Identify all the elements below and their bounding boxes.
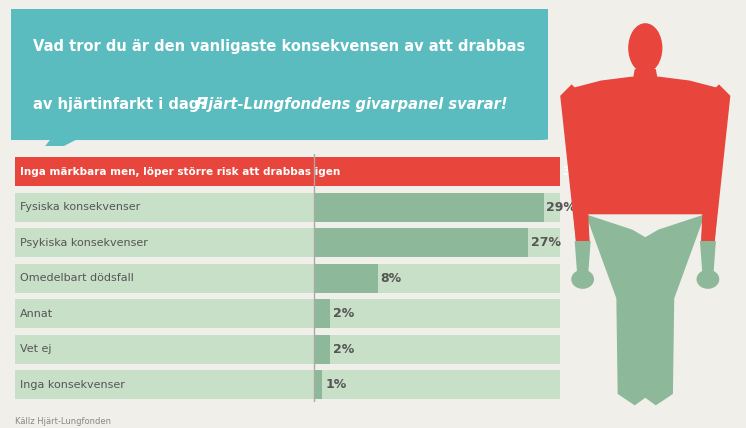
Bar — [15, 299, 560, 328]
Text: av hjärtinfarkt i dag?: av hjärtinfarkt i dag? — [33, 97, 213, 112]
Bar — [15, 157, 560, 186]
Text: Omedelbart dödsfall: Omedelbart dödsfall — [20, 273, 134, 283]
Bar — [315, 335, 330, 364]
FancyBboxPatch shape — [0, 9, 559, 140]
Polygon shape — [560, 84, 589, 241]
Bar — [15, 193, 560, 222]
Text: 2%: 2% — [333, 343, 354, 356]
Text: Inga märkbara men, löper större risk att drabbas igen: Inga märkbara men, löper större risk att… — [20, 167, 341, 177]
Bar — [15, 370, 560, 399]
Text: 27%: 27% — [530, 236, 560, 249]
Polygon shape — [33, 134, 87, 162]
Polygon shape — [700, 241, 716, 272]
Polygon shape — [701, 84, 730, 241]
Text: Vad tror du är den vanligaste konsekvensen av att drabbas: Vad tror du är den vanligaste konsekvens… — [33, 39, 525, 54]
Text: 31%: 31% — [562, 165, 592, 178]
Text: 8%: 8% — [380, 272, 401, 285]
Text: Källz Hjärt-Lungfonden: Källz Hjärt-Lungfonden — [15, 417, 111, 426]
Bar — [15, 264, 560, 293]
Polygon shape — [571, 77, 719, 214]
Bar — [315, 193, 544, 222]
Ellipse shape — [628, 23, 662, 73]
Text: Hjärt-Lungfondens givarpanel svarar!: Hjärt-Lungfondens givarpanel svarar! — [196, 97, 508, 112]
Text: 2%: 2% — [333, 307, 354, 320]
Bar — [315, 299, 330, 328]
Bar — [315, 370, 322, 399]
Polygon shape — [701, 119, 726, 241]
Polygon shape — [586, 214, 705, 405]
Polygon shape — [565, 119, 589, 241]
Polygon shape — [574, 241, 591, 272]
Bar — [315, 228, 528, 257]
Ellipse shape — [571, 270, 594, 289]
Text: Inga konsekvenser: Inga konsekvenser — [20, 380, 125, 389]
Text: 29%: 29% — [546, 201, 577, 214]
Text: Fysiska konsekvenser: Fysiska konsekvenser — [20, 202, 140, 212]
Bar — [315, 157, 560, 186]
Text: 1%: 1% — [325, 378, 346, 391]
Text: Annat: Annat — [20, 309, 54, 319]
Ellipse shape — [697, 270, 719, 289]
Bar — [315, 264, 377, 293]
Polygon shape — [633, 69, 657, 79]
Bar — [15, 228, 560, 257]
Text: Vet ej: Vet ej — [20, 344, 52, 354]
Bar — [15, 335, 560, 364]
Text: Psykiska konsekvenser: Psykiska konsekvenser — [20, 238, 148, 248]
